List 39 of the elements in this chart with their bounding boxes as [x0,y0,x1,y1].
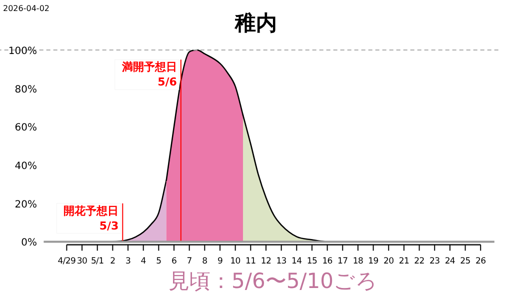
x-tick-label: 6 [171,256,177,267]
y-tick-label: 60% [14,122,37,134]
x-tick-label: 18 [352,256,364,267]
x-tick-label: 26 [475,256,486,267]
x-tick-label: 12 [260,256,272,267]
x-tick-label: 22 [414,256,424,267]
x-tick-label: 11 [246,256,256,267]
x-tick-label: 4 [140,256,146,267]
x-tick-label: 19 [368,256,378,267]
x-tick-label: 8 [202,256,208,267]
x-tick-label: 4/29 [58,256,76,267]
x-tick-label: 30 [76,256,88,267]
y-tick-label: 40% [14,161,37,172]
x-tick-label: 23 [430,256,440,267]
x-tick-label: 14 [292,256,302,267]
chart-title: 稚内 [234,11,277,35]
x-tick-label: 9 [217,256,223,267]
x-tick-label: 24 [444,256,456,267]
y-tick-label: 80% [14,84,37,96]
y-tick-label: 0% [21,238,37,249]
x-tick-label: 25 [460,256,470,267]
text: 見頃：5/6〜5/10ごろ [168,269,378,293]
x-tick-label: 5/1 [90,256,104,267]
x-tick-label: 21 [398,256,410,267]
ref-line-label: 開花予想日 5/3 [64,204,119,232]
x-tick-label: 15 [306,256,318,267]
x-tick-label: 17 [338,256,348,267]
x-tick-label: 10 [230,256,240,267]
ref-line-label: 満開予想日 5/6 [120,60,178,89]
x-tick-label: 16 [322,256,332,267]
x-tick-label: 20 [384,256,394,267]
x-tick-label: 7 [186,256,192,267]
text: 2026-04-02 [3,4,50,13]
x-tick-label: 13 [276,256,286,267]
x-tick-label: 5 [156,256,162,267]
x-tick-label: 3 [125,256,131,267]
y-tick-label: 100% [8,46,37,57]
x-tick-label: 2 [110,256,116,267]
y-tick-label: 20% [14,199,37,210]
